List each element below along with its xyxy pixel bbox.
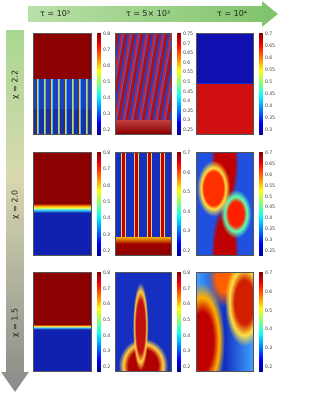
colorbar-tick-label: 0.4 (103, 333, 111, 339)
colorbar-tick-label: 0.4 (265, 216, 273, 222)
colorbar-tick-label: 0.7 (265, 271, 273, 276)
colorbar-tick-label: 0.3 (103, 112, 111, 117)
colorbar-tick-label: 0.7 (265, 151, 273, 156)
colorbar-tick-label: 0.8 (183, 271, 191, 276)
colorbar-tick-label: 0.5 (103, 200, 111, 205)
colorbar-tick-label: 0.4 (265, 104, 273, 109)
colorbar-tick-label: 0.45 (183, 89, 194, 95)
colorbar-tick-label: 0.7 (183, 286, 191, 292)
colorbar-tick-label: 0.3 (103, 349, 111, 355)
row-label: χ = 2.0 (10, 189, 20, 220)
colorbar-tick-label: 0.35 (265, 116, 276, 121)
colorbar-tick-label: 0.5 (183, 80, 191, 85)
colorbar (259, 152, 263, 256)
figure: τ = 10³ τ = 5× 10³ τ = 10⁴ χ = 2.2 χ = 2… (1, 1, 278, 392)
colorbar-tick-label: 0.3 (265, 128, 273, 133)
simulation-panel (33, 152, 92, 256)
colorbar-tick-label: 0.6 (265, 172, 273, 178)
column-header: τ = 10³ (40, 9, 70, 18)
arrows (1, 1, 278, 392)
colorbar-tick-label: 0.6 (183, 170, 191, 176)
simulation-panel (196, 33, 254, 135)
column-header: τ = 5× 10³ (125, 9, 171, 18)
colorbar-tick-label: 0.5 (183, 318, 191, 323)
colorbar-tick-label: 0.6 (265, 289, 273, 295)
simulation-panel (115, 33, 172, 135)
colorbar-tick-label: 0.25 (183, 128, 194, 133)
colorbar-tick-label: 0.55 (265, 68, 276, 73)
colorbar-tick-label: 0.35 (183, 108, 194, 114)
colorbar-tick-label: 0.8 (103, 151, 111, 156)
colorbar-tick-label: 0.45 (265, 205, 276, 211)
colorbar-tick-label: 0.75 (183, 32, 194, 37)
simulation-panel (115, 272, 172, 372)
colorbar-tick-label: 0.65 (265, 161, 276, 167)
column-header: τ = 10⁴ (217, 9, 247, 18)
colorbar-tick-label: 0.4 (265, 327, 273, 333)
colorbar-tick-label: 0.65 (265, 44, 276, 49)
colorbar-tick-label: 0.3 (103, 232, 111, 238)
colorbar-tick-label: 0.5 (265, 80, 273, 85)
colorbar-tick-label: 0.6 (183, 60, 191, 66)
colorbar-tick-label: 0.5 (265, 194, 273, 200)
colorbar-tick-label: 0.4 (103, 216, 111, 222)
colorbar-tick-label: 0.5 (265, 308, 273, 314)
colorbar-tick-label: 0.2 (183, 249, 191, 254)
colorbar-tick-label: 0.6 (265, 56, 273, 61)
time-arrow (28, 1, 278, 27)
colorbar-tick-label: 0.4 (183, 333, 191, 339)
colorbar-tick-label: 0.5 (183, 190, 191, 196)
colorbar (97, 272, 101, 372)
colorbar-tick-label: 0.3 (265, 238, 273, 244)
colorbar-tick-label: 0.65 (183, 51, 194, 57)
colorbar-tick-label: 0.7 (183, 151, 191, 156)
colorbar-tick-label: 0.3 (183, 349, 191, 355)
colorbar-tick-label: 0.6 (103, 183, 111, 189)
colorbar-tick-label: 0.7 (183, 41, 191, 47)
chi-arrow (1, 30, 29, 392)
colorbar-tick-label: 0.2 (103, 128, 111, 133)
colorbar-tick-label: 0.25 (265, 249, 276, 254)
colorbar-tick-label: 0.6 (103, 302, 111, 308)
colorbar-tick-label: 0.2 (103, 365, 111, 370)
colorbar-tick-label: 0.2 (265, 365, 273, 370)
colorbar-tick-label: 0.8 (103, 32, 111, 37)
colorbar (97, 33, 101, 135)
colorbar-tick-label: 0.45 (265, 92, 276, 97)
colorbar-tick-label: 0.6 (183, 302, 191, 308)
colorbar-tick-label: 0.2 (103, 249, 111, 254)
colorbar-tick-label: 0.7 (103, 167, 111, 173)
colorbar-tick-label: 0.5 (103, 318, 111, 323)
colorbar (259, 33, 263, 135)
row-label: χ = 1.5 (10, 307, 20, 338)
colorbar-tick-label: 0.4 (103, 96, 111, 101)
colorbar-tick-label: 0.3 (265, 346, 273, 352)
colorbar (177, 33, 181, 135)
colorbar-tick-label: 0.7 (103, 48, 111, 53)
colorbar-tick-label: 0.55 (265, 183, 276, 189)
colorbar-tick-label: 0.55 (183, 70, 194, 76)
colorbar-tick-label: 0.6 (103, 64, 111, 69)
colorbar-tick-label: 0.8 (103, 271, 111, 276)
colorbar (259, 272, 263, 372)
colorbar-tick-label: 0.2 (183, 365, 191, 370)
simulation-panel (115, 152, 172, 256)
simulation-panel (196, 152, 254, 256)
colorbar (177, 272, 181, 372)
simulation-panel (33, 272, 92, 372)
colorbar (177, 152, 181, 256)
colorbar-tick-label: 0.4 (183, 209, 191, 215)
colorbar-tick-label: 0.4 (183, 99, 191, 105)
row-label: χ = 2.2 (10, 69, 20, 100)
simulation-panel (33, 33, 92, 135)
colorbar-tick-label: 0.3 (183, 229, 191, 235)
colorbar-tick-label: 0.7 (103, 286, 111, 292)
simulation-panel (196, 272, 254, 372)
colorbar-tick-label: 0.7 (265, 32, 273, 37)
colorbar-tick-label: 0.5 (103, 80, 111, 85)
colorbar-tick-label: 0.35 (265, 227, 276, 233)
colorbar (97, 152, 101, 256)
colorbar-tick-label: 0.3 (183, 118, 191, 124)
